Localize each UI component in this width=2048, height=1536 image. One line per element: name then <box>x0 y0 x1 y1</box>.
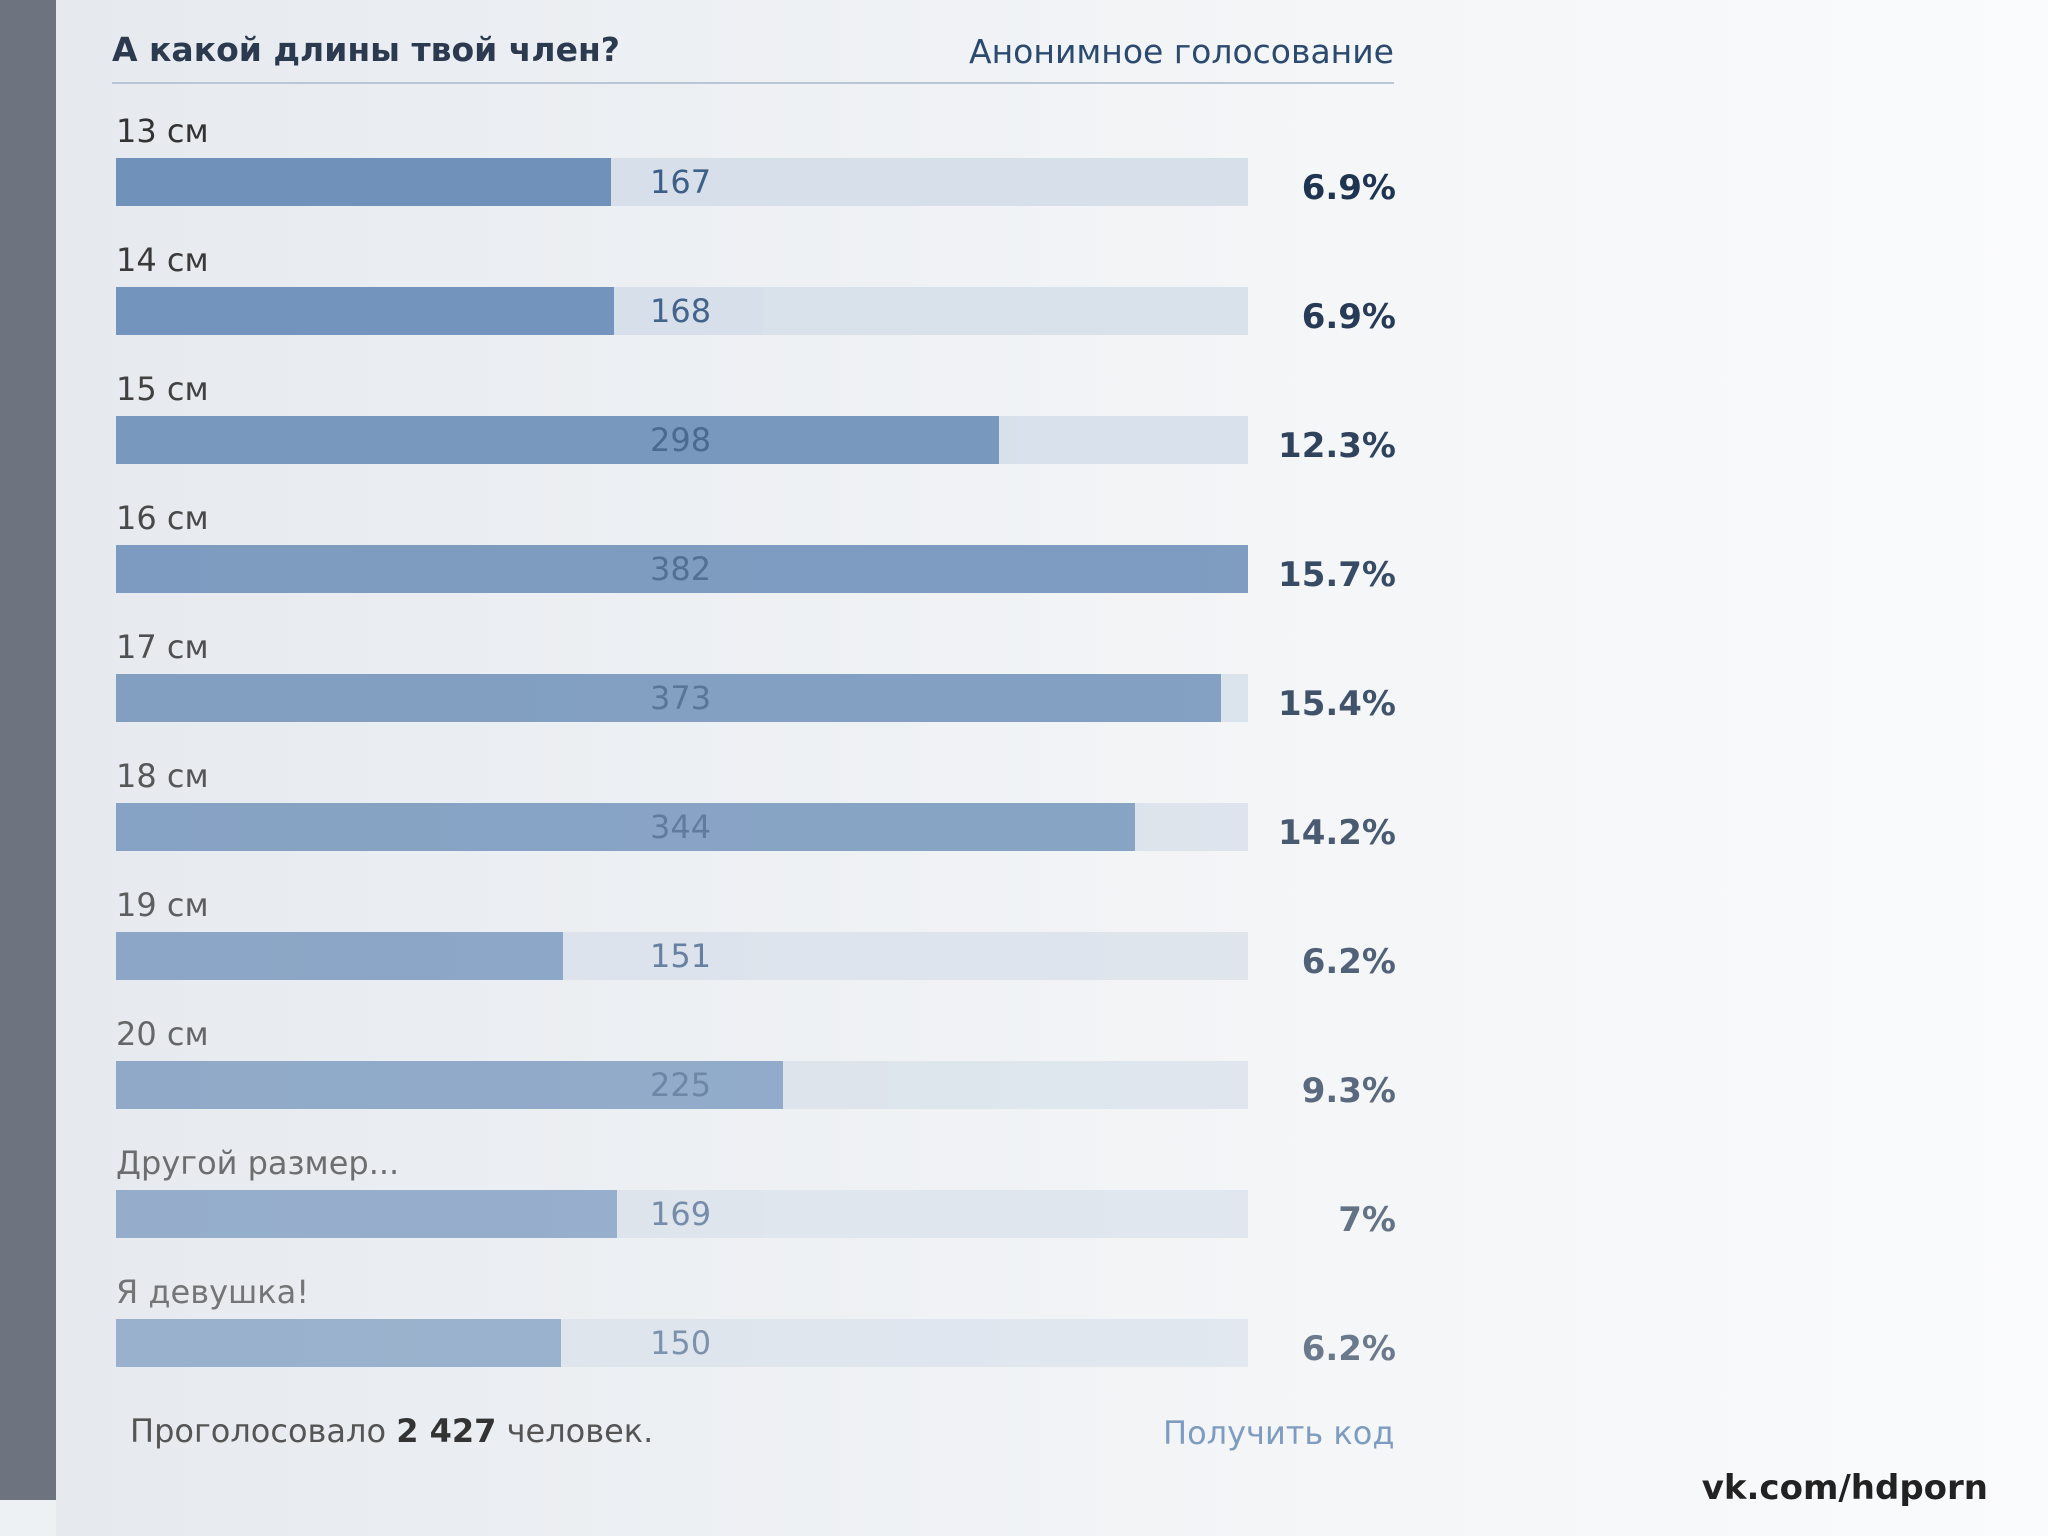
footer-text: человек. <box>506 1412 654 1450</box>
bar-track <box>116 158 1248 206</box>
vote-count: 167 <box>650 163 712 201</box>
option-label: Я девушка! <box>116 1273 310 1311</box>
poll-title: А какой длины твой член? <box>112 30 620 69</box>
vote-percent: 15.4% <box>1278 684 1396 724</box>
bar-track <box>116 674 1248 722</box>
vote-count: 344 <box>650 808 712 846</box>
bar-track <box>116 287 1248 335</box>
vote-percent: 9.3% <box>1301 1071 1396 1111</box>
vote-count: 168 <box>650 292 712 330</box>
poll-option: 20 см 225 9.3% <box>116 1015 1396 1145</box>
vote-count: 382 <box>650 550 712 588</box>
bar-track <box>116 1190 1248 1238</box>
sidebar <box>0 0 56 1500</box>
poll-option: 19 см 151 6.2% <box>116 886 1396 1016</box>
bar-track <box>116 1061 1248 1109</box>
poll-option: Другой размер... 169 7% <box>116 1144 1396 1274</box>
bar <box>116 932 564 980</box>
option-label: Другой размер... <box>116 1144 400 1182</box>
poll-type: Анонимное голосование <box>969 32 1394 71</box>
bar <box>116 287 614 335</box>
bar <box>116 158 611 206</box>
poll-option: 15 см 298 12.3% <box>116 370 1396 500</box>
total-votes: 2 427 <box>396 1412 497 1450</box>
option-label: 18 см <box>116 757 209 795</box>
option-label: 15 см <box>116 370 209 408</box>
bar <box>116 1061 783 1109</box>
bar <box>116 674 1222 722</box>
bar <box>116 545 1248 593</box>
footer-text: Проголосовало <box>130 1412 387 1450</box>
poll-option: 14 см 168 6.9% <box>116 241 1396 371</box>
vote-percent: 6.2% <box>1301 1329 1396 1369</box>
poll-option: 18 см 344 14.2% <box>116 757 1396 887</box>
vote-count: 150 <box>650 1324 712 1362</box>
bar <box>116 416 1000 464</box>
vote-percent: 7% <box>1338 1200 1396 1240</box>
bar-track <box>116 803 1248 851</box>
vote-percent: 15.7% <box>1278 555 1396 595</box>
vote-count: 225 <box>650 1066 712 1104</box>
watermark: vk.com/hdporn <box>1701 1468 1988 1508</box>
get-code-link[interactable]: Получить код <box>1163 1414 1395 1452</box>
option-label: 16 см <box>116 499 209 537</box>
vote-percent: 6.2% <box>1301 942 1396 982</box>
vote-count: 373 <box>650 679 712 717</box>
poll-header: А какой длины твой член? Анонимное голос… <box>112 30 1394 84</box>
bar-track <box>116 545 1248 593</box>
vote-percent: 6.9% <box>1301 297 1396 337</box>
vote-count: 298 <box>650 421 712 459</box>
bar <box>116 1190 617 1238</box>
option-label: 13 см <box>116 112 209 150</box>
bar <box>116 1319 561 1367</box>
option-label: 19 см <box>116 886 209 924</box>
vote-percent: 12.3% <box>1278 426 1396 466</box>
vote-percent: 6.9% <box>1301 168 1396 208</box>
vote-percent: 14.2% <box>1278 813 1396 853</box>
option-label: 14 см <box>116 241 209 279</box>
vote-count: 169 <box>650 1195 712 1233</box>
poll-option: 13 см 167 6.9% <box>116 112 1396 242</box>
option-label: 20 см <box>116 1015 209 1053</box>
poll-option: 17 см 373 15.4% <box>116 628 1396 758</box>
poll-footer: Проголосовало 2 427 человек. <box>130 1412 653 1450</box>
bar-track <box>116 932 1248 980</box>
poll-option: Я девушка! 150 6.2% <box>116 1273 1396 1403</box>
bar-track <box>116 416 1248 464</box>
vote-count: 151 <box>650 937 712 975</box>
poll-option: 16 см 382 15.7% <box>116 499 1396 629</box>
option-label: 17 см <box>116 628 209 666</box>
poll-panel <box>56 0 2048 1536</box>
bar-track <box>116 1319 1248 1367</box>
bar <box>116 803 1136 851</box>
